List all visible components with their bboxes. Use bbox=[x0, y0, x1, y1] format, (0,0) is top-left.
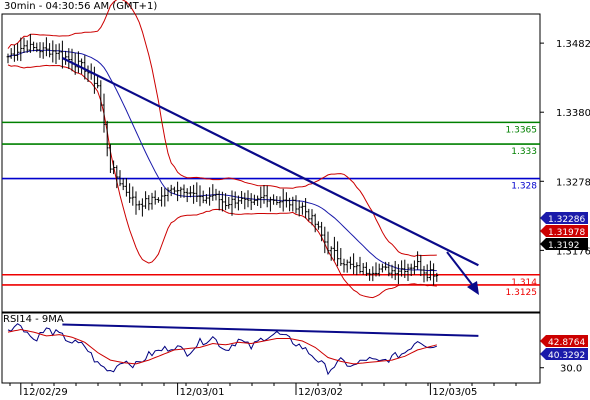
level-label-2: 1.328 bbox=[511, 182, 537, 192]
moving-average bbox=[7, 49, 437, 272]
rsi-panel-frame bbox=[1, 312, 541, 384]
x-tick-label-2: 12/03/02 bbox=[298, 387, 343, 398]
x-tick-label-0: 12/02/29 bbox=[23, 387, 68, 398]
rsi-badge-0 bbox=[540, 335, 588, 347]
rsi-badge-text-0: 42.8764 bbox=[548, 338, 585, 348]
indicator-label: RSI14 - 9MA bbox=[3, 314, 64, 325]
price-badge-text-2: 1.3192 bbox=[548, 241, 580, 251]
rsi-badge-text-1: 40.3292 bbox=[548, 351, 585, 361]
x-tick-label-3: 12/03/05 bbox=[432, 387, 477, 398]
y-tick-label-1: 1.3380 bbox=[556, 108, 590, 119]
price-bars bbox=[6, 33, 439, 286]
bollinger-upper bbox=[7, 0, 437, 257]
rsi-badge-1 bbox=[540, 348, 588, 360]
rsi-ma-line bbox=[7, 328, 437, 365]
y-tick-label-2: 1.3278 bbox=[556, 177, 590, 188]
level-label-1: 1.333 bbox=[511, 147, 537, 157]
rsi-trendline bbox=[62, 323, 479, 337]
price-badge-2 bbox=[540, 238, 588, 250]
y-tick-label-3: 1.3176 bbox=[556, 246, 590, 257]
price-badge-text-0: 1.32286 bbox=[548, 215, 585, 225]
level-label-0: 1.3365 bbox=[506, 125, 538, 135]
bollinger-lower bbox=[7, 64, 437, 299]
down-arrow-shaft bbox=[446, 251, 475, 288]
down-arrow-head bbox=[467, 281, 479, 295]
price-trendline bbox=[61, 57, 479, 267]
y-tick-label-0: 1.3482 bbox=[556, 39, 590, 50]
level-label-4: 1.3125 bbox=[506, 288, 538, 298]
rsi-tick-label-0: 30.0 bbox=[560, 364, 582, 375]
chart-header: 30min - 04:30:56 AM (GMT+1) bbox=[4, 1, 158, 12]
level-label-3: 1.314 bbox=[511, 278, 537, 288]
price-badge-1 bbox=[540, 225, 588, 237]
price-badge-0 bbox=[540, 212, 588, 224]
price-badge-text-1: 1.31978 bbox=[548, 228, 585, 238]
x-tick-label-1: 12/03/01 bbox=[180, 387, 225, 398]
rsi-line bbox=[7, 323, 437, 376]
